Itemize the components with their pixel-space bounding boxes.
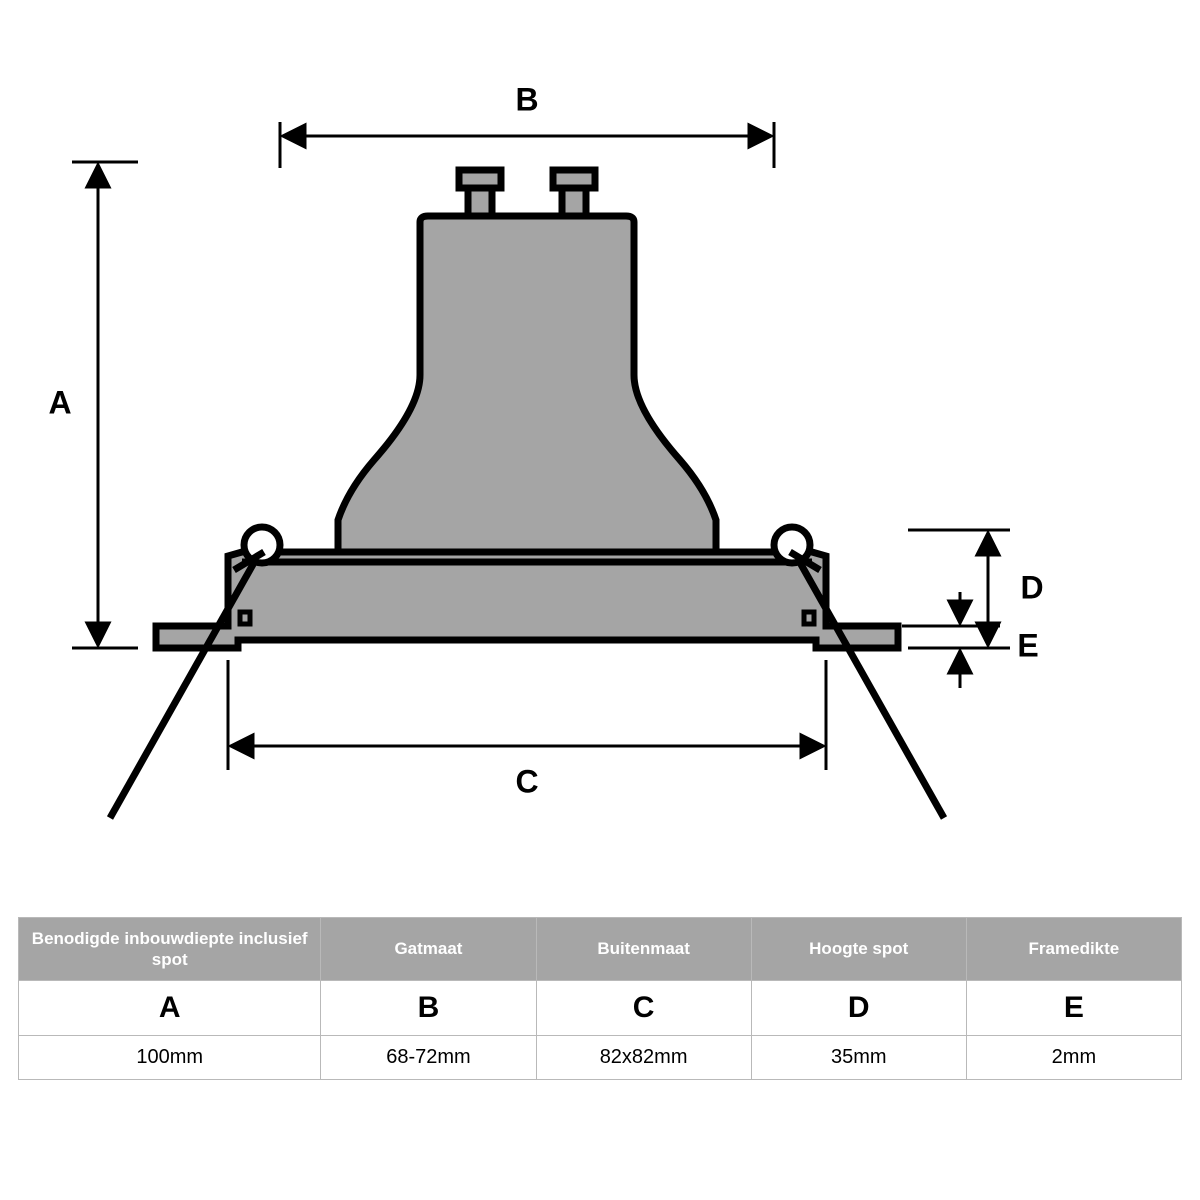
table-letter-row: A B C D E <box>19 981 1182 1036</box>
table-value-c: 82x82mm <box>536 1036 751 1080</box>
fixture-cross-section <box>156 552 898 648</box>
tab-left <box>240 612 250 624</box>
table-header-e: Framedikte <box>966 917 1181 981</box>
bulb-pins <box>459 170 595 216</box>
table-letter-e: E <box>966 981 1181 1036</box>
dimension-b-label: B <box>515 81 538 117</box>
table-letter-d: D <box>751 981 966 1036</box>
dimension-c-label: C <box>515 763 538 799</box>
dimension-e-label: E <box>1017 627 1038 663</box>
table-header-c: Buitenmaat <box>536 917 751 981</box>
table-header-b: Gatmaat <box>321 917 536 981</box>
table-letter-a: A <box>19 981 321 1036</box>
table-header-d: Hoogte spot <box>751 917 966 981</box>
table-header-row: Benodigde inbouwdiepte inclusief spot Ga… <box>19 917 1182 981</box>
dimension-d-label: D <box>1020 569 1043 605</box>
table-value-b: 68-72mm <box>321 1036 536 1080</box>
page: B A C D <box>0 0 1200 1200</box>
table-value-d: 35mm <box>751 1036 966 1080</box>
table-header-a: Benodigde inbouwdiepte inclusief spot <box>19 917 321 981</box>
table-letter-c: C <box>536 981 751 1036</box>
bulb-body <box>338 216 716 552</box>
table-letter-b: B <box>321 981 536 1036</box>
spec-table: Benodigde inbouwdiepte inclusief spot Ga… <box>18 917 1182 1081</box>
table-value-row: 100mm 68-72mm 82x82mm 35mm 2mm <box>19 1036 1182 1080</box>
technical-drawing-svg: B A C D <box>0 0 1200 900</box>
dimension-b: B <box>280 81 774 168</box>
table-value-e: 2mm <box>966 1036 1181 1080</box>
dimension-a-label: A <box>48 384 71 420</box>
dimension-e: E <box>902 592 1039 688</box>
tab-right <box>804 612 814 624</box>
dimension-a: A <box>48 162 138 648</box>
table-value-a: 100mm <box>19 1036 321 1080</box>
dimension-c: C <box>228 660 826 799</box>
